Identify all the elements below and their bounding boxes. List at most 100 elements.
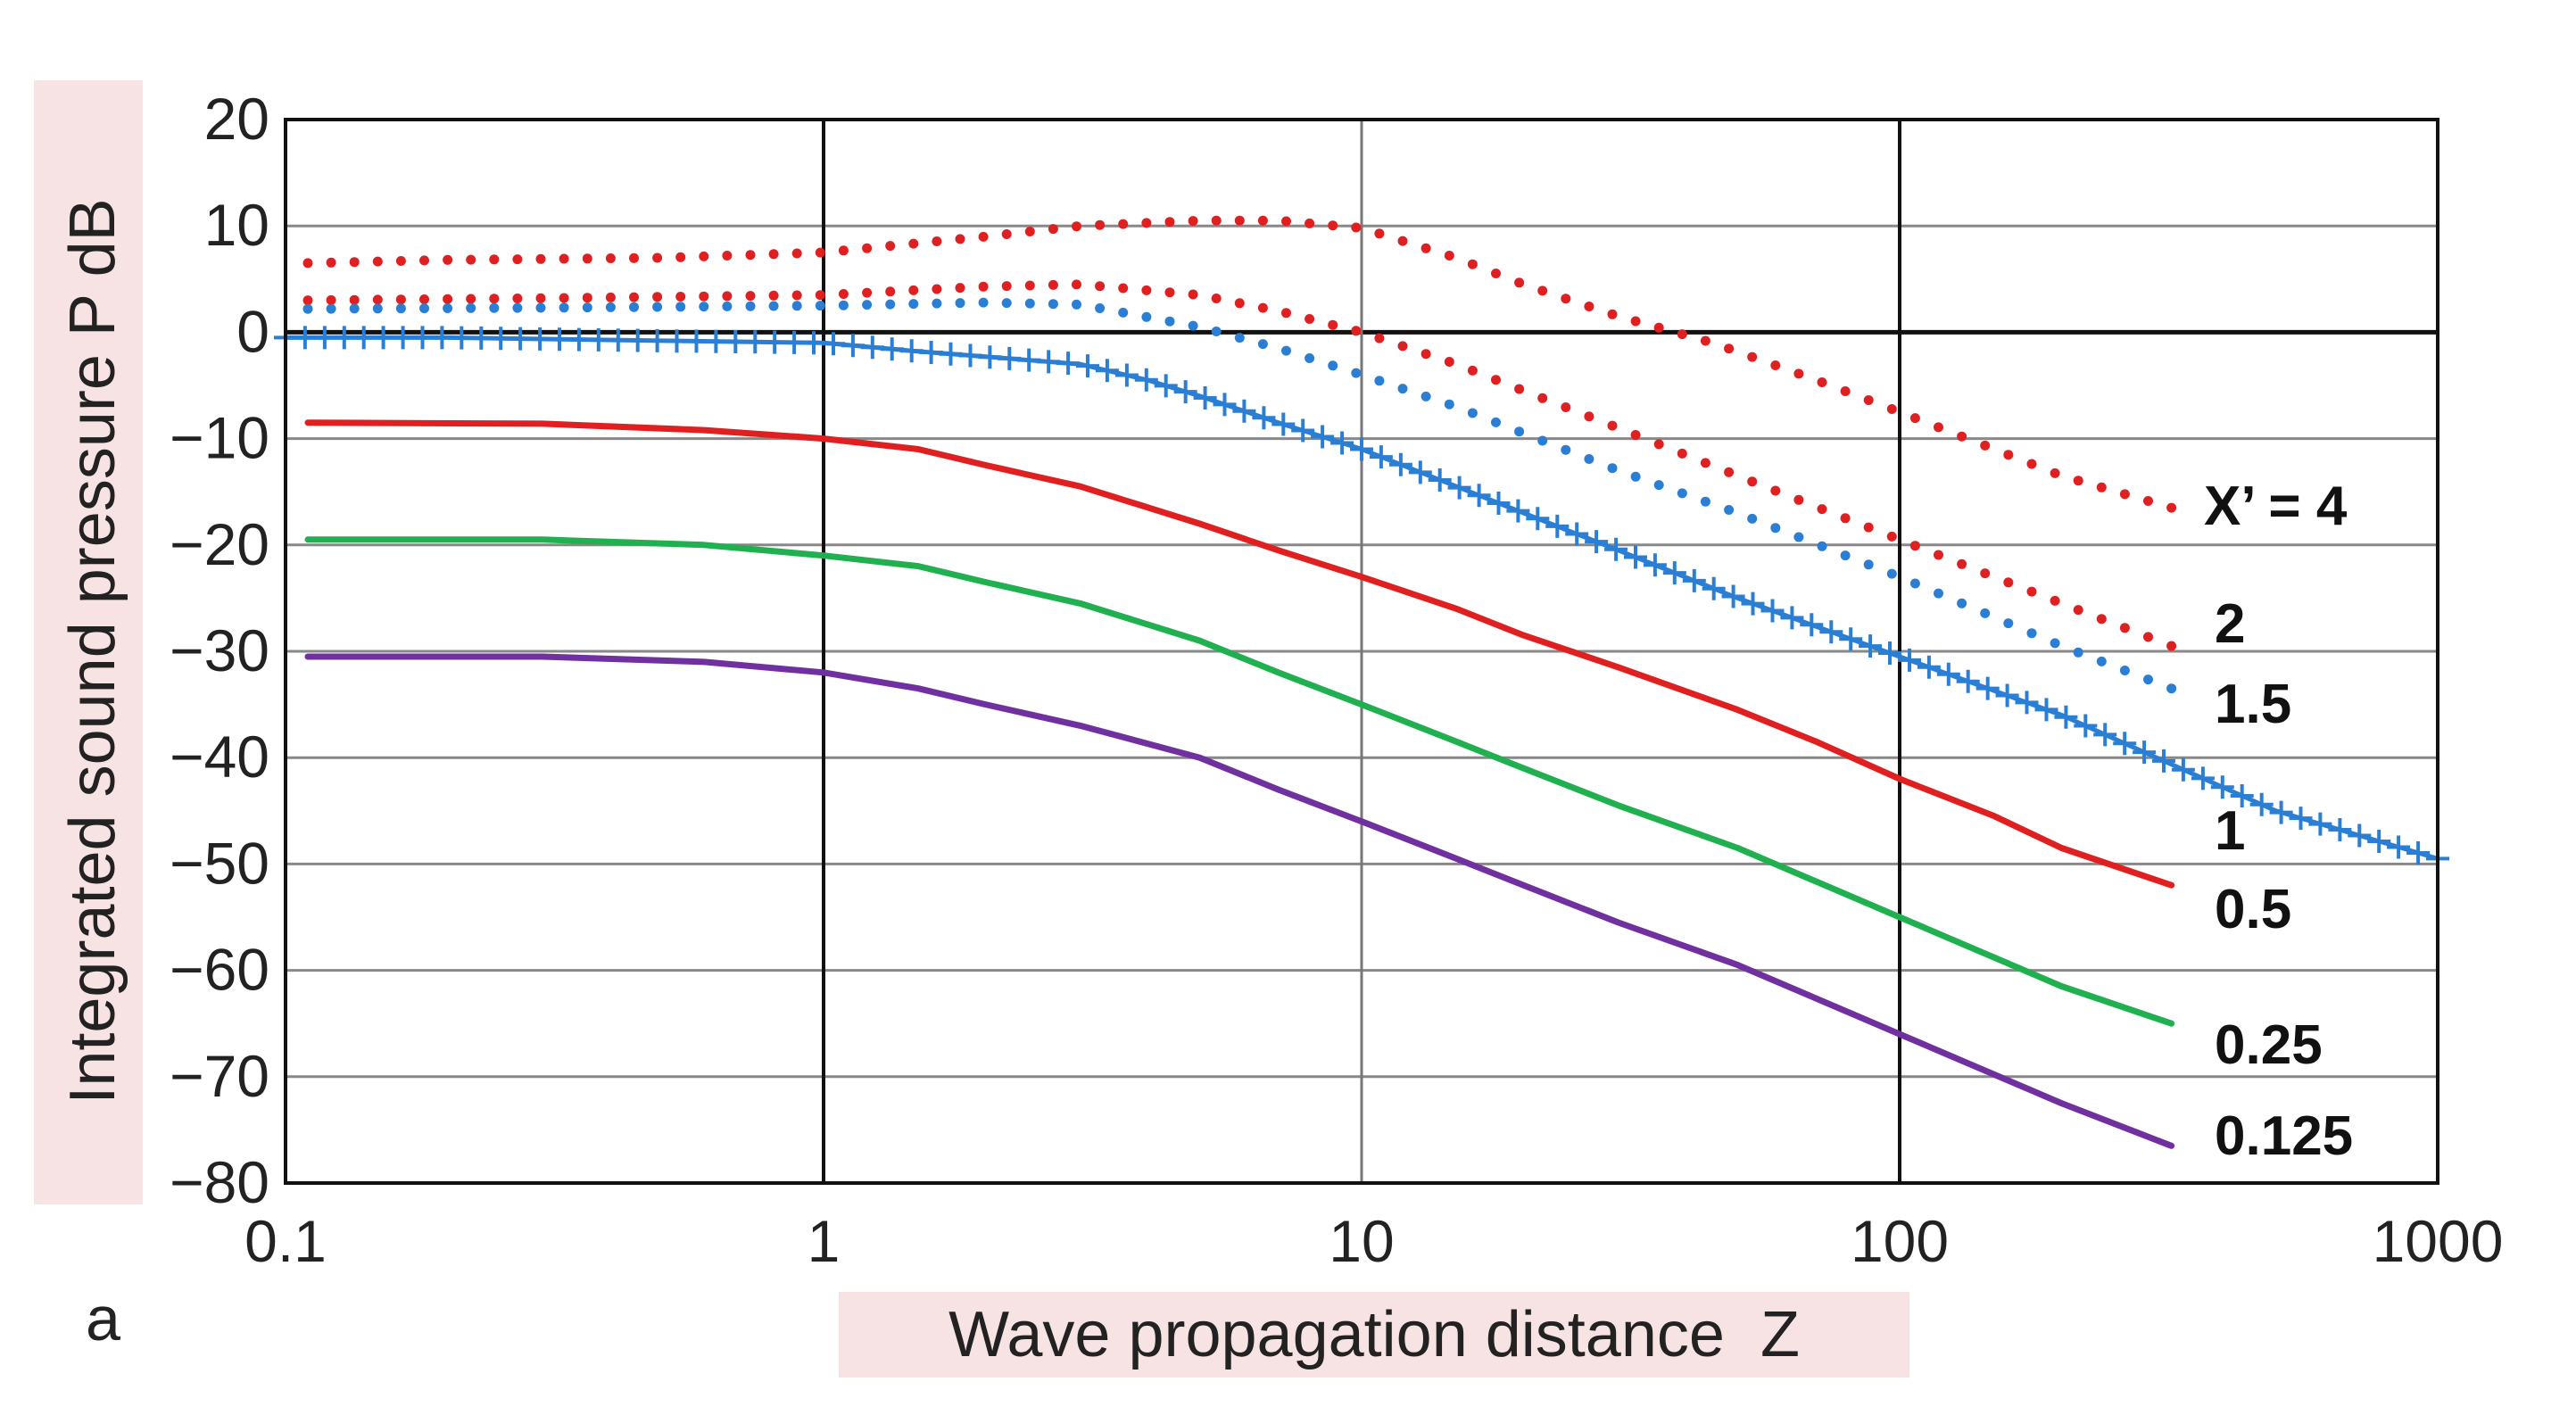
series-dot [1211,215,1222,226]
series-marker [1271,412,1296,436]
x-tick-label: 10 [1329,1208,1394,1274]
series-dot [302,303,313,314]
series-dot [932,298,942,309]
series-marker [763,330,787,354]
series-dot [1467,365,1478,376]
series-marker [1526,507,1550,531]
series-dot [1886,404,1897,414]
series-dot [932,284,942,294]
series-marker [1154,374,1178,398]
series-marker [1624,545,1647,569]
series-dot [722,301,733,311]
series-dot [2166,502,2177,513]
series-dot [395,294,406,305]
series-dot [675,292,686,302]
series-dot [1305,353,1315,363]
series-dot [1444,357,1454,367]
series-dot [1514,384,1525,394]
series-marker [1330,431,1354,455]
series-dot [1607,309,1618,319]
series-marker [1291,418,1315,443]
series-marker [919,341,943,364]
series-marker [880,337,904,361]
series-dot [1677,329,1687,340]
series-dot [1467,408,1478,418]
series-dot [559,253,569,264]
series-dot [1281,216,1291,227]
series-dot [512,294,523,303]
series-dot [791,290,802,301]
x-tick-label: 100 [1851,1208,1949,1274]
series-dot [1630,316,1641,327]
series-dot [1072,299,1081,310]
series-dot [1909,541,1920,551]
series-dot [1257,302,1268,313]
series-dot [1072,221,1081,232]
series-dot [2026,459,2037,469]
series-dot [1421,243,1431,253]
series-dot [1886,568,1897,579]
series-dot [419,303,429,314]
series-dot [862,287,873,298]
series-dot [1770,523,1781,534]
series-marker [2249,792,2274,816]
series-marker [430,326,454,350]
series-marker [958,343,982,368]
series-dot [1305,218,1315,228]
series-marker [1839,627,1863,651]
series-marker [548,327,571,352]
series-dot [675,252,686,262]
series-dot [862,300,873,310]
series-marker [1311,425,1335,449]
series-dot [2166,683,2177,694]
series-marker [586,327,610,352]
series-marker [1878,641,1901,665]
series-marker [312,326,336,350]
series-dot [815,301,825,311]
series-marker [1252,406,1276,430]
series-dot [1537,393,1548,403]
series-dot [1747,476,1758,487]
series-marker [1585,530,1609,554]
series-dot [978,297,989,308]
series-marker [1956,669,1980,693]
series-dot [1001,281,1012,292]
series-dot [1141,218,1152,228]
plot-frame [284,118,2439,1185]
series-marker [2230,784,2254,807]
series-marker [2034,698,2058,722]
series-dot [1863,559,1874,570]
series-dot [466,254,476,265]
series-marker [1898,648,1921,672]
series-dot [2096,656,2107,666]
series-marker [802,331,825,355]
series-dot [1024,298,1035,309]
series-dot [349,257,360,268]
series-dot [652,252,663,263]
series-dot [302,258,313,269]
series-marker [1369,445,1393,469]
series-dot [1747,513,1758,524]
series-dot [466,294,476,304]
series-dot [722,291,733,302]
series-0.5 [304,419,2175,889]
series-dot [699,251,709,261]
series-dot [1095,219,1106,230]
series-dot [1934,588,1943,599]
series-dot [326,294,336,305]
series-dot [1281,345,1291,356]
series-dot [1024,227,1035,236]
series-dot [535,302,546,313]
series-dot [1980,440,1991,451]
series-dot [1957,598,1967,608]
series-dot [1886,531,1897,542]
series-dot [862,243,873,253]
series-dot [955,234,965,244]
series-dot [1957,431,1967,442]
series-marker [1173,380,1197,404]
series-dot [372,303,383,314]
series-dot [1957,559,1967,569]
series-marker [1565,522,1589,546]
series-dot [349,294,360,305]
